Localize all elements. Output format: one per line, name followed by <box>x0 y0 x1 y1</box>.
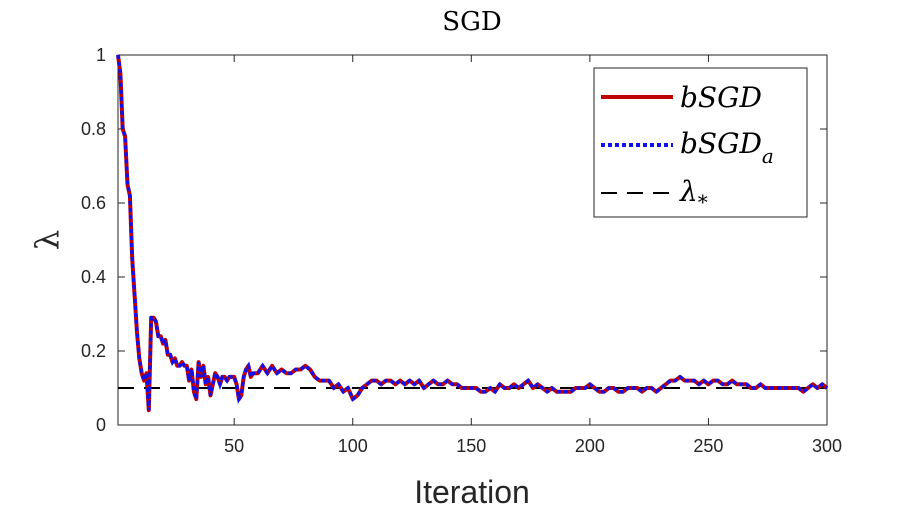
legend-label-bsgd-a: bSGDa <box>680 127 774 168</box>
y-tick-label: 0.8 <box>81 119 106 139</box>
x-tick-label: 250 <box>693 436 723 456</box>
x-tick-label: 100 <box>338 436 368 456</box>
x-tick-label: 150 <box>456 436 486 456</box>
x-tick-label: 50 <box>224 436 244 456</box>
chart-title: SGD <box>442 7 501 37</box>
x-tick-label: 300 <box>812 436 842 456</box>
x-axis-label: Iteration <box>414 474 530 510</box>
legend-label-lambda-main: λ <box>679 175 698 208</box>
y-tick-label: 0.2 <box>81 341 106 361</box>
y-tick-label: 1 <box>96 45 106 65</box>
series-bsgd-a-line <box>116 54 829 411</box>
legend: bSGD bSGDa λ* <box>593 67 808 218</box>
legend-label-lambda-star: λ* <box>679 175 708 214</box>
legend-label-bsgd: bSGD <box>680 81 762 114</box>
y-axis-label: λ <box>28 230 66 250</box>
legend-label-bsgd-a-sub: a <box>762 144 774 168</box>
y-tick-label: 0.4 <box>81 267 106 287</box>
legend-label-bsgd-a-main: bSGD <box>680 127 762 160</box>
legend-label-lambda-sub: * <box>698 190 708 214</box>
y-tick-label: 0 <box>96 415 106 435</box>
x-tick-label: 200 <box>575 436 605 456</box>
y-tick-label: 0.6 <box>81 193 106 213</box>
